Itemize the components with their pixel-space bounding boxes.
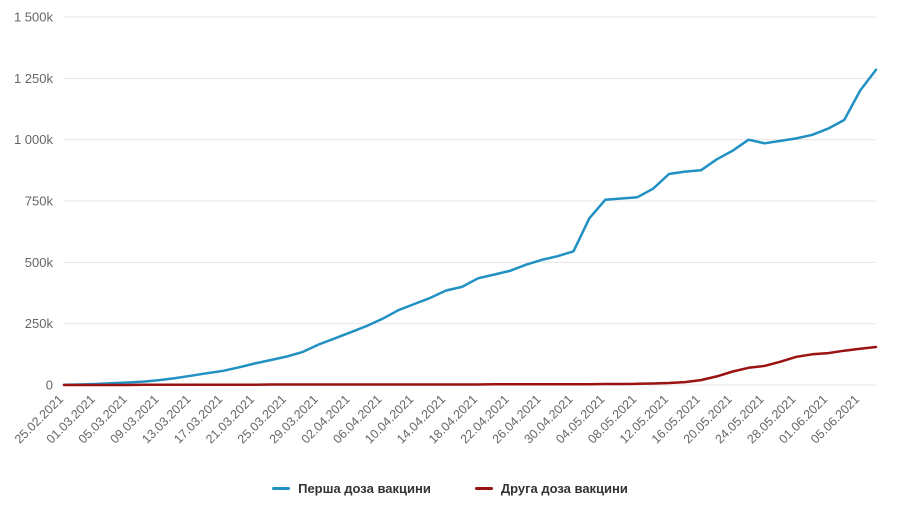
- y-axis-label: 250k: [25, 316, 54, 331]
- y-axis-label: 1 250k: [14, 71, 54, 86]
- y-axis-label: 1 000k: [14, 132, 54, 147]
- y-axis-label: 500k: [25, 255, 54, 270]
- y-axis-label: 1 500k: [14, 10, 54, 25]
- legend-item-first-dose[interactable]: Перша доза вакцини: [272, 481, 431, 496]
- legend-marker-first-dose-icon: [272, 486, 291, 490]
- chart-legend: Перша доза вакцини Друга доза вакцини: [0, 472, 900, 504]
- legend-marker-second-dose-icon: [474, 486, 493, 490]
- y-axis-label: 0: [46, 378, 53, 393]
- legend-label-second-dose: Друга доза вакцини: [500, 480, 628, 496]
- y-axis-label: 750k: [25, 194, 54, 209]
- legend-label-first-dose: Перша доза вакцини: [298, 480, 431, 496]
- series-line-second-dose[interactable]: [62, 345, 878, 387]
- legend-item-second-dose[interactable]: Друга доза вакцини: [474, 480, 628, 496]
- series-line-first-dose[interactable]: [62, 68, 878, 387]
